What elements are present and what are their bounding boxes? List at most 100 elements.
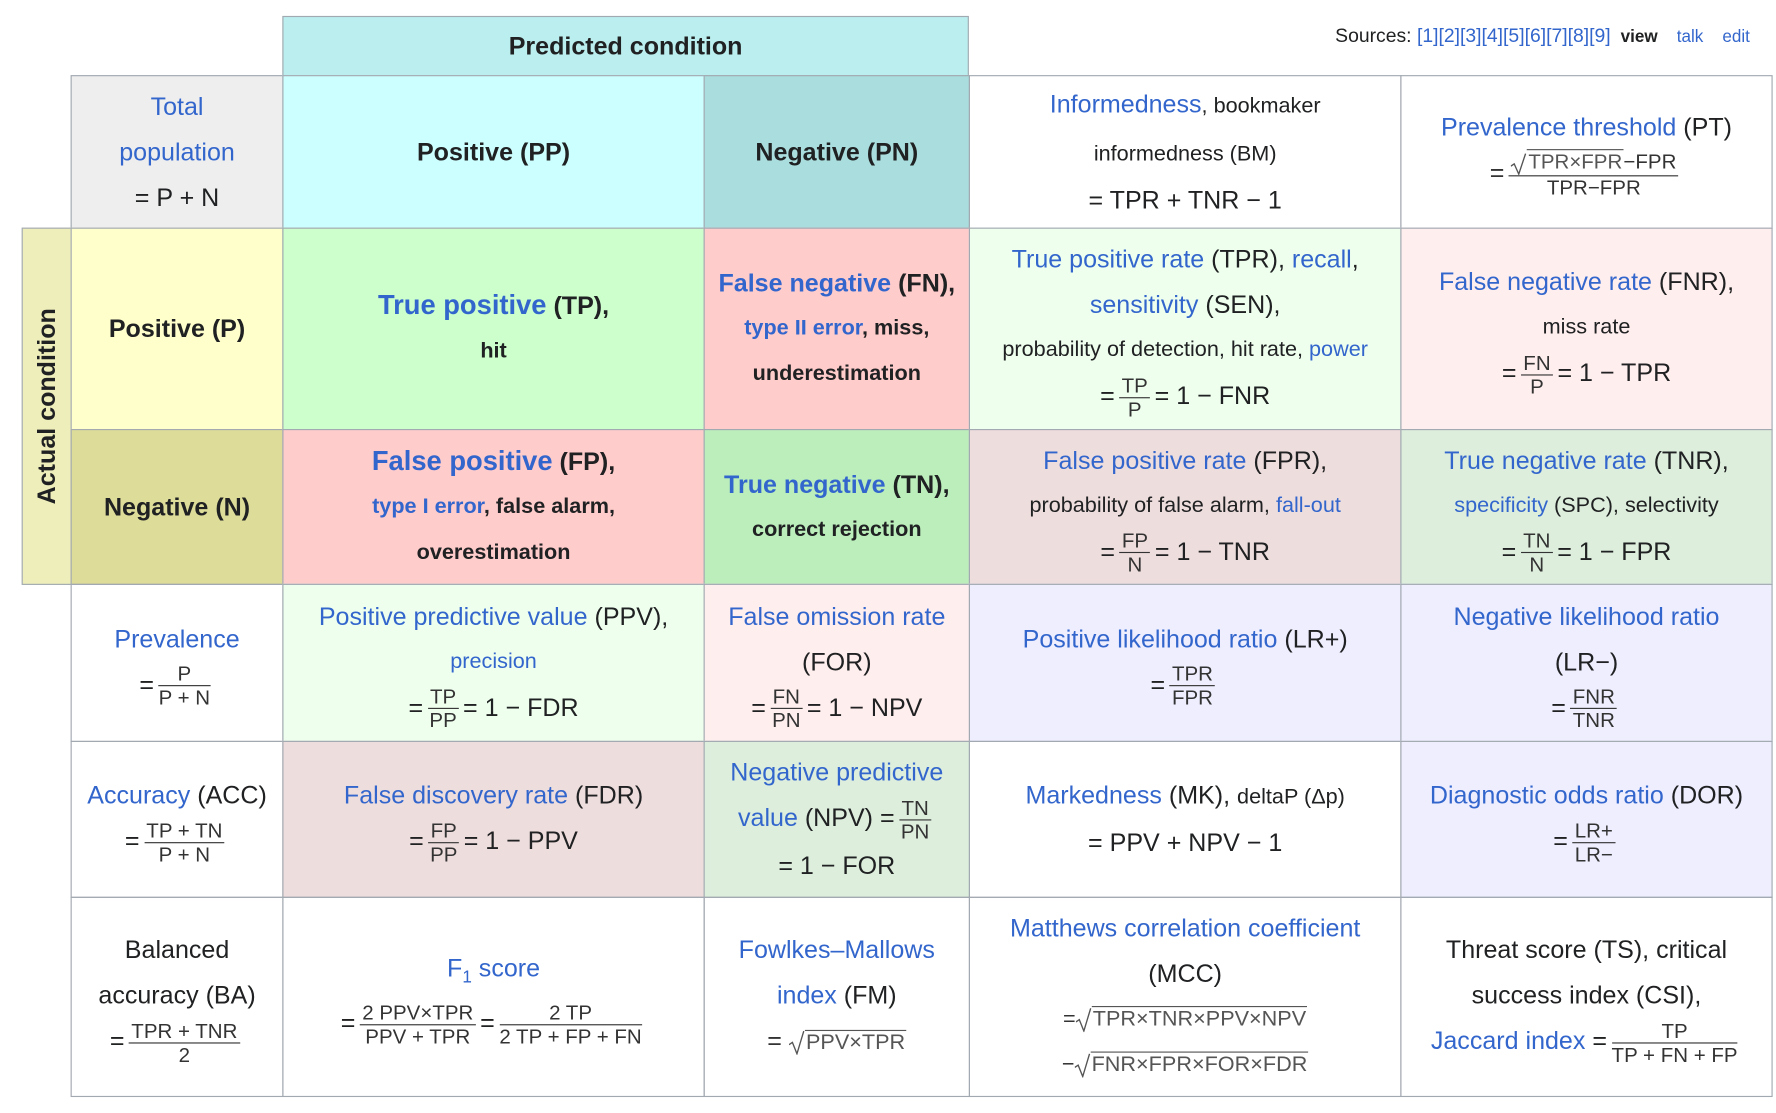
link[interactable]: True negative: [724, 469, 886, 498]
link[interactable]: Jaccard index: [1430, 1026, 1586, 1056]
text: miss rate: [1542, 315, 1631, 340]
text: (SEN),: [1198, 290, 1281, 319]
text: 2 PPV×TPR: [359, 1001, 476, 1026]
link[interactable]: Accuracy: [87, 780, 191, 810]
text: Threat score (TS), critical success inde…: [1445, 935, 1728, 1010]
link[interactable]: [4]: [1481, 25, 1504, 47]
sources: Sources: [1][2][3][4][5][6][7][8][9] vie…: [1335, 25, 1750, 48]
link[interactable]: Markedness: [1025, 780, 1162, 810]
link[interactable]: fall-out: [1275, 493, 1341, 518]
text: PP: [430, 843, 458, 866]
text: (FPR),: [1246, 445, 1328, 475]
link[interactable]: Negative likelihood ratio: [1453, 601, 1720, 631]
link[interactable]: specificity: [1454, 493, 1549, 518]
text: probability of detection, hit rate,: [1002, 338, 1310, 363]
link[interactable]: power: [1309, 338, 1368, 363]
table-cell: Markedness (MK), deltaP (Δp) = PPV + NPV …: [968, 740, 1402, 898]
link[interactable]: [5]: [1503, 25, 1525, 47]
link[interactable]: False discovery rate: [343, 780, 569, 810]
text: TP: [427, 685, 459, 710]
link[interactable]: Informedness: [1049, 89, 1202, 118]
text: PN: [772, 709, 801, 733]
text-line: sensitivity (SEN),: [1090, 282, 1281, 328]
link[interactable]: False omission rate: [728, 601, 946, 631]
link[interactable]: [6]: [1524, 25, 1547, 47]
link[interactable]: F1 score: [447, 946, 540, 1001]
text: Sources:: [1335, 25, 1412, 47]
text: , false alarm,: [483, 494, 615, 519]
text: Positive (PP): [416, 137, 571, 166]
link[interactable]: sensitivity: [1089, 290, 1199, 319]
table-cell: Positive likelihood ratio (LR+) = TPR FPR: [968, 583, 1402, 742]
table-cell: Negative likelihood ratio (LR−) = FNR TNR: [1400, 583, 1773, 742]
text: (LR+): [1277, 624, 1348, 653]
link[interactable]: True positive: [377, 290, 547, 321]
link[interactable]: recall: [1291, 244, 1352, 274]
link[interactable]: Matthews correlation coefficient: [1009, 913, 1361, 943]
text-line: Jaccard index = TP TP + FN + FP: [1431, 1019, 1742, 1066]
table-cell: Threat score (TS), critical success inde…: [1400, 896, 1773, 1098]
link[interactable]: Diagnostic odds ratio: [1429, 780, 1664, 810]
table-cell: Fowlkes–Mallows index (FM) = PPV×TPR: [703, 896, 971, 1098]
text-line: = TP + TN P + N: [125, 818, 229, 866]
link[interactable]: [9]: [1589, 25, 1611, 47]
link[interactable]: Fowlkes–Mallows index: [738, 935, 935, 1010]
text-line: = 2 PPV×TPR PPV + TPR = 2 TP 2 TP + FP + FN: [341, 1001, 646, 1048]
link[interactable]: Total population: [119, 91, 235, 166]
link[interactable]: [1]: [1416, 25, 1439, 47]
text-line: Negative predictive value (NPV) = TN PN: [712, 750, 962, 843]
text: = 1 − NPV: [806, 692, 923, 722]
link[interactable]: True negative rate: [1444, 445, 1647, 475]
text: = 1 − PPV: [463, 826, 578, 855]
text-line: = TP P = 1 − FNR: [1100, 373, 1270, 421]
text: N: [1127, 553, 1143, 577]
link[interactable]: Prevalence threshold: [1441, 113, 1677, 142]
table-cell: Positive (P): [70, 227, 284, 431]
text: P + N: [158, 686, 211, 710]
link[interactable]: Negative predictive value: [730, 758, 944, 833]
link[interactable]: False negative rate: [1438, 267, 1652, 297]
text: P: [1127, 398, 1142, 421]
text: (SPC), selectivity: [1548, 493, 1719, 518]
link[interactable]: False negative: [718, 268, 892, 298]
fraction: FN P: [1521, 351, 1553, 398]
link[interactable]: edit: [1722, 27, 1750, 47]
fraction: FNR TNR: [1570, 685, 1618, 732]
text: Negative (N): [103, 492, 251, 521]
link[interactable]: Positive predictive value: [318, 601, 588, 631]
text: LR−: [1574, 843, 1613, 866]
fraction: TPR FPR: [1169, 663, 1216, 709]
link[interactable]: type II error: [744, 316, 863, 341]
link[interactable]: Positive likelihood ratio: [1022, 624, 1278, 653]
text: =: [409, 826, 424, 855]
link[interactable]: type I error: [372, 494, 484, 519]
link[interactable]: True positive rate: [1011, 244, 1205, 274]
text: FNR: [1570, 685, 1618, 710]
text-line: = TPR×FPR−FPR TPR−FPR: [1490, 149, 1683, 199]
fraction: FP N: [1119, 530, 1151, 577]
link[interactable]: talk: [1676, 27, 1704, 47]
link[interactable]: [2]: [1438, 25, 1461, 47]
table-cell: True negative rate (TNR), specificity (S…: [1400, 429, 1773, 585]
text: Balanced accuracy (BA): [98, 935, 256, 1010]
link[interactable]: False positive: [371, 445, 553, 477]
text: TN: [1520, 530, 1553, 554]
text: (TN),: [885, 469, 950, 498]
link[interactable]: [8]: [1567, 25, 1590, 47]
link[interactable]: [3]: [1460, 25, 1482, 47]
link[interactable]: [7]: [1546, 25, 1568, 47]
text-line: Accuracy (ACC): [87, 773, 267, 819]
text: probability of false alarm,: [1029, 493, 1276, 518]
link[interactable]: precision: [450, 649, 537, 674]
text: (MK),: [1161, 780, 1238, 810]
text: = 1 − FDR: [463, 692, 579, 722]
text-line: specificity (SPC), selectivity: [1454, 483, 1718, 529]
link[interactable]: False positive rate: [1043, 445, 1247, 475]
text: view: [1620, 27, 1658, 47]
text: =: [767, 1026, 782, 1055]
text-line: Informedness, bookmaker informedness (BM…: [1014, 81, 1356, 177]
text: hit: [480, 339, 507, 364]
link[interactable]: Prevalence: [114, 624, 240, 653]
